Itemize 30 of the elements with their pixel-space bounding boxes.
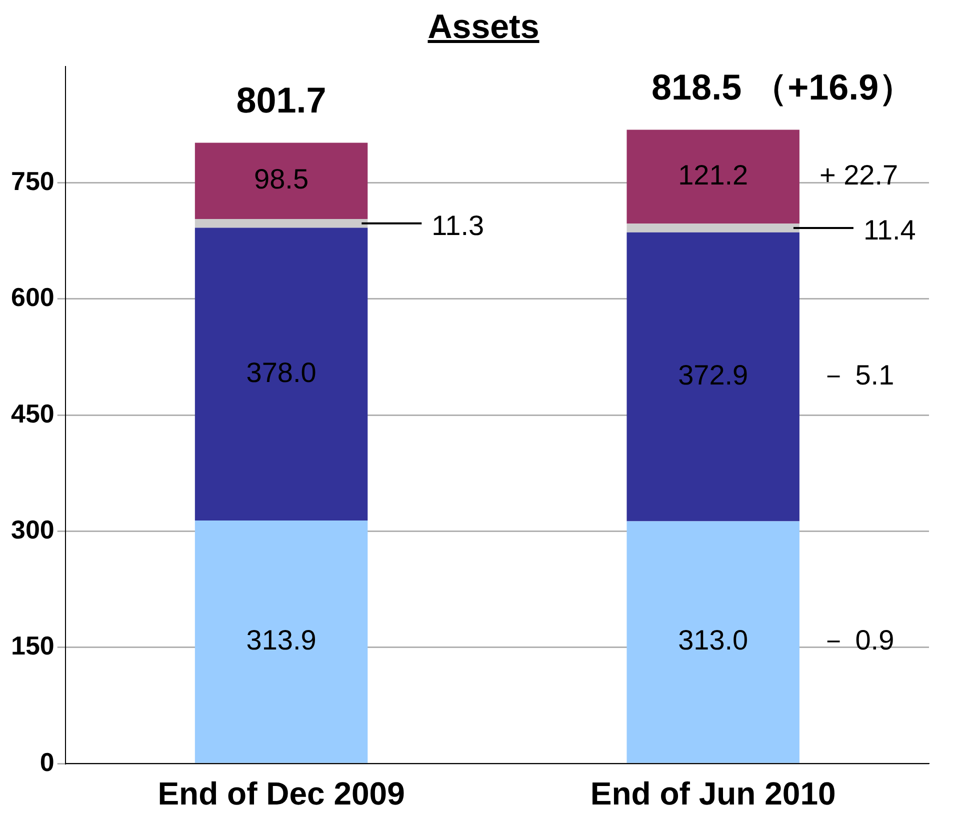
- bar: [194, 142, 368, 220]
- y-tick-label: 0: [40, 746, 54, 777]
- data-label: 378.0: [246, 356, 316, 388]
- data-label: 372.9: [678, 360, 748, 391]
- x-tick-label: End of Jun 2010: [590, 776, 836, 812]
- total-label: 818.5 （+16.9）: [652, 66, 915, 108]
- data-label: 121.2: [678, 159, 748, 190]
- annotation: － 5.1: [819, 360, 894, 391]
- bar: [194, 219, 368, 228]
- annotation: + 22.7: [819, 159, 898, 190]
- bar: [626, 232, 800, 522]
- y-tick-label: 600: [10, 282, 54, 312]
- bar: [626, 130, 800, 224]
- y-tick-label: 450: [10, 398, 54, 428]
- data-label: 98.5: [254, 164, 309, 195]
- y-tick-label: 300: [10, 514, 54, 544]
- data-label: 11.3: [432, 210, 484, 242]
- bar: [626, 521, 800, 763]
- total-label: 801.7: [236, 80, 326, 121]
- bar: [626, 224, 800, 232]
- data-label: 313.9: [246, 624, 316, 656]
- y-tick-label: 150: [10, 630, 54, 661]
- annotation: － 0.9: [819, 624, 894, 656]
- data-label: 11.4: [863, 214, 916, 246]
- x-tick-label: End of Dec 2009: [158, 776, 405, 812]
- y-tick-label: 750: [10, 166, 54, 196]
- bar: [194, 520, 368, 763]
- chart-title: Assets: [426, 8, 540, 48]
- data-label: 313.0: [678, 624, 748, 656]
- bar: [194, 228, 368, 520]
